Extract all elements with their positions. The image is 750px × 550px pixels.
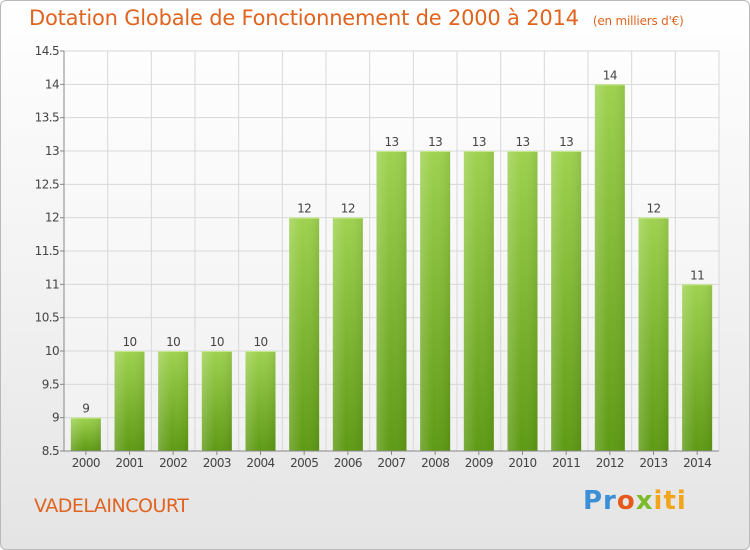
bar-value-label: 11 <box>690 268 704 282</box>
bar-value-label: 10 <box>166 335 180 349</box>
x-tick-label: 2006 <box>334 456 362 470</box>
chart-unit: (en milliers d'€) <box>592 14 684 28</box>
logo-part-1: Pr <box>583 486 617 516</box>
y-tick-label: 13 <box>45 144 59 158</box>
bar-shine <box>463 151 494 451</box>
bar-shine <box>682 284 713 451</box>
x-tick-label: 2008 <box>421 456 449 470</box>
y-tick-label: 11 <box>45 277 59 291</box>
x-tick-label: 2005 <box>290 456 318 470</box>
bar-shine <box>245 351 276 451</box>
x-tick-label: 2010 <box>508 456 536 470</box>
x-tick-label: 2012 <box>596 456 624 470</box>
bar-shine <box>114 351 145 451</box>
bar-shine <box>158 351 189 451</box>
proxiti-logo: Proxiti <box>583 486 687 516</box>
bar-value-label: 13 <box>384 135 398 149</box>
bar-value-label: 12 <box>646 202 660 216</box>
bar-value-label: 13 <box>559 135 573 149</box>
bar-value-label: 13 <box>428 135 442 149</box>
chart-title: Dotation Globale de Fonctionnement de 20… <box>29 6 684 30</box>
y-tick-label: 14.5 <box>35 44 59 58</box>
axis-layer: 8.5 9 9.5 10 10.5 11 11.5 12 12.5 13 13.5 14 14.5 200… <box>35 44 719 470</box>
bar-value-label: 9 <box>82 402 89 416</box>
bar-shine <box>332 217 363 451</box>
bar-shine <box>420 151 451 451</box>
x-tick-label: 2011 <box>552 456 580 470</box>
y-tick-label: 10 <box>45 344 59 358</box>
chart-title-text: Dotation Globale de Fonctionnement de 20… <box>29 6 579 30</box>
y-tick-label: 12.5 <box>35 177 59 191</box>
x-tick-label: 2000 <box>72 456 100 470</box>
bar-value-label: 12 <box>341 202 355 216</box>
logo-part-3: x <box>635 486 654 516</box>
y-tick-label: 8.5 <box>42 444 59 458</box>
bar-value-label: 12 <box>297 202 311 216</box>
y-tick-label: 9 <box>52 411 59 425</box>
bar-shine <box>594 84 625 451</box>
x-tick-label: 2004 <box>246 456 274 470</box>
x-tick-label: 2009 <box>465 456 493 470</box>
bars-layer: 9 10 10 10 10 12 12 13 13 13 13 13 14 12 11 <box>70 68 713 451</box>
logo-part-4: iti <box>653 486 687 516</box>
x-tick-label: 2007 <box>377 456 405 470</box>
bar-shine <box>376 151 407 451</box>
x-tick-label: 2002 <box>159 456 187 470</box>
bar-shine <box>551 151 582 451</box>
bar-shine <box>289 217 320 451</box>
bar-value-label: 10 <box>210 335 224 349</box>
x-tick-label: 2013 <box>639 456 667 470</box>
bar-shine <box>201 351 232 451</box>
y-tick-label: 13.5 <box>35 111 59 125</box>
logo-part-2: o <box>616 486 636 516</box>
x-tick-label: 2003 <box>203 456 231 470</box>
bar-value-label: 10 <box>122 335 136 349</box>
bar-value-label: 14 <box>603 68 617 82</box>
bar-value-label: 10 <box>253 335 267 349</box>
y-tick-label: 14 <box>45 77 59 91</box>
y-tick-label: 9.5 <box>42 377 59 391</box>
x-tick-label: 2014 <box>683 456 711 470</box>
bar-shine <box>507 151 538 451</box>
bar-shine <box>638 217 669 451</box>
commune-name: VADELAINCOURT <box>34 495 189 517</box>
x-tick-label: 2001 <box>115 456 143 470</box>
y-tick-label: 12 <box>45 211 59 225</box>
y-tick-label: 11.5 <box>35 244 59 258</box>
bar-value-label: 13 <box>515 135 529 149</box>
y-tick-label: 10.5 <box>35 311 59 325</box>
bar-value-label: 13 <box>472 135 486 149</box>
bar-shine <box>70 417 101 451</box>
